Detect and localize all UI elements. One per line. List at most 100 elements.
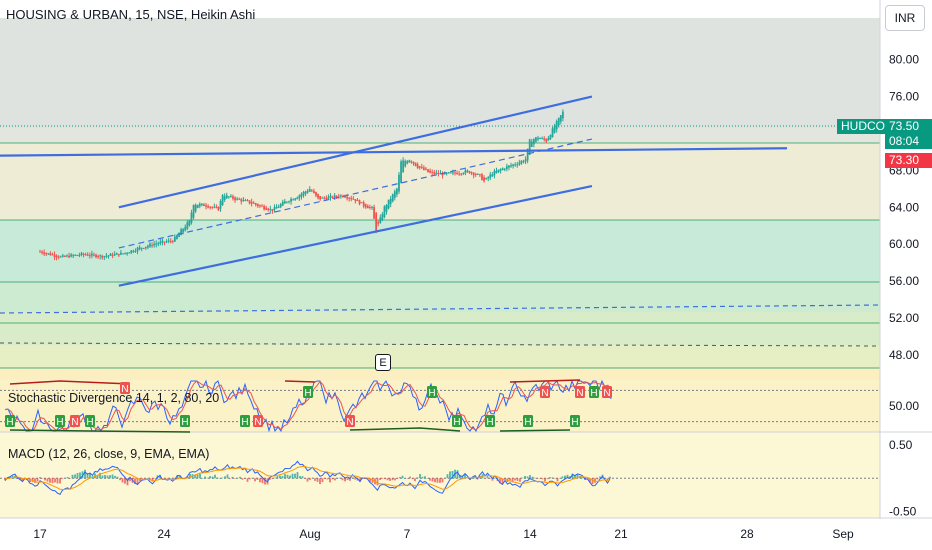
candle-body xyxy=(109,253,112,256)
macd-histogram-bar xyxy=(151,478,154,482)
candle-body xyxy=(557,117,560,126)
macd-histogram-bar xyxy=(281,475,284,479)
candle-body xyxy=(107,255,110,257)
macd-histogram-bar xyxy=(446,474,449,479)
macd-histogram-bar xyxy=(319,478,321,485)
candle-body xyxy=(281,201,284,206)
candle-body xyxy=(265,207,268,210)
candle-body xyxy=(111,254,114,256)
divergence-marker xyxy=(253,415,263,427)
candle-body xyxy=(549,135,552,140)
candle-body xyxy=(537,137,539,140)
candle-body xyxy=(402,160,405,173)
divergence-marker xyxy=(602,386,612,398)
stoch-pane-bg xyxy=(0,380,880,432)
candle-body xyxy=(186,222,189,229)
candle-body xyxy=(315,191,317,196)
candle-body xyxy=(101,255,104,258)
time-tick-label: 7 xyxy=(404,527,411,541)
macd-histogram-bar xyxy=(566,474,569,479)
candle-body xyxy=(375,212,378,232)
macd-histogram-bar xyxy=(261,478,264,484)
macd-histogram-bar xyxy=(234,478,236,479)
macd-legend[interactable]: MACD (12, 26, close, 9, EMA, EMA) xyxy=(8,447,210,461)
macd-histogram-bar xyxy=(144,478,146,479)
macd-histogram-bar xyxy=(111,474,114,479)
macd-histogram-bar xyxy=(574,475,576,479)
macd-histogram-bar xyxy=(426,478,429,479)
macd-histogram-bar xyxy=(439,478,441,483)
macd-histogram-bar xyxy=(501,478,504,484)
candle-body xyxy=(508,165,510,168)
candle-body xyxy=(215,206,218,208)
candle-body xyxy=(149,243,151,247)
stochastic-legend[interactable]: Stochastic Divergence 14, 1, 2, 80, 20 xyxy=(8,391,220,405)
macd-histogram-bar xyxy=(74,474,76,479)
macd-histogram-bar xyxy=(4,478,6,481)
candle-body xyxy=(163,241,166,243)
macd-histogram-bar xyxy=(606,478,609,481)
candle-body xyxy=(140,247,143,249)
macd-tick-label: -0.50 xyxy=(889,504,917,518)
price-zone-3 xyxy=(0,220,880,282)
candle-body xyxy=(526,148,529,161)
macd-histogram-bar xyxy=(599,476,601,479)
macd-histogram-bar xyxy=(484,478,486,479)
candle-body xyxy=(238,198,241,200)
divergence-marker-label: N xyxy=(121,384,128,395)
candle-body xyxy=(232,196,234,199)
macd-histogram-bar xyxy=(244,478,246,479)
macd-histogram-bar xyxy=(521,477,524,479)
price-zone-4 xyxy=(0,282,880,312)
candle-body xyxy=(553,126,556,133)
macd-histogram-bar xyxy=(134,478,136,485)
macd-histogram-bar xyxy=(321,478,324,483)
candle-body xyxy=(178,233,180,238)
macd-histogram-bar xyxy=(544,478,546,482)
candle-body xyxy=(342,196,344,198)
macd-histogram-bar xyxy=(549,477,551,479)
candle-body xyxy=(271,209,274,212)
countdown-tag: 08:04 xyxy=(885,134,932,149)
earnings-event-marker[interactable]: E xyxy=(375,354,391,371)
macd-histogram-bar xyxy=(384,478,386,480)
macd-histogram-bar xyxy=(259,478,261,483)
candle-body xyxy=(120,252,122,255)
candle-body xyxy=(487,177,490,179)
symbol-tag: HUDCO xyxy=(837,119,889,134)
macd-histogram-bar xyxy=(44,478,46,481)
candle-body xyxy=(205,205,207,207)
candle-body xyxy=(167,240,170,242)
candle-body xyxy=(460,173,463,175)
macd-histogram-bar xyxy=(289,475,291,479)
macd-histogram-bar xyxy=(431,478,434,482)
currency-button[interactable]: INR xyxy=(885,5,925,31)
candle-body xyxy=(429,170,431,173)
candle-body xyxy=(524,159,527,162)
candle-body xyxy=(256,204,259,207)
macd-histogram-bar xyxy=(269,478,271,480)
macd-histogram-bar xyxy=(54,478,56,483)
candle-body xyxy=(358,200,361,205)
macd-histogram-bar xyxy=(331,478,334,480)
candle-body xyxy=(292,199,295,201)
candle-body xyxy=(470,172,473,174)
candle-body xyxy=(252,202,255,204)
candle-body xyxy=(254,203,257,205)
macd-histogram-bar xyxy=(396,478,399,479)
macd-histogram-bar xyxy=(324,478,326,479)
candle-body xyxy=(344,196,346,198)
macd-histogram-bar xyxy=(459,475,461,479)
candle-body xyxy=(173,236,176,242)
macd-histogram-bar xyxy=(109,475,111,479)
divergence-marker-label: N xyxy=(541,388,548,399)
candle-body xyxy=(466,170,469,172)
candle-body xyxy=(310,190,313,192)
macd-histogram-bar xyxy=(51,478,54,484)
macd-histogram-bar xyxy=(334,478,336,481)
candle-body xyxy=(126,252,129,254)
divergence-marker-label: H xyxy=(304,388,311,399)
candle-body xyxy=(327,196,330,199)
candle-body xyxy=(383,206,386,218)
